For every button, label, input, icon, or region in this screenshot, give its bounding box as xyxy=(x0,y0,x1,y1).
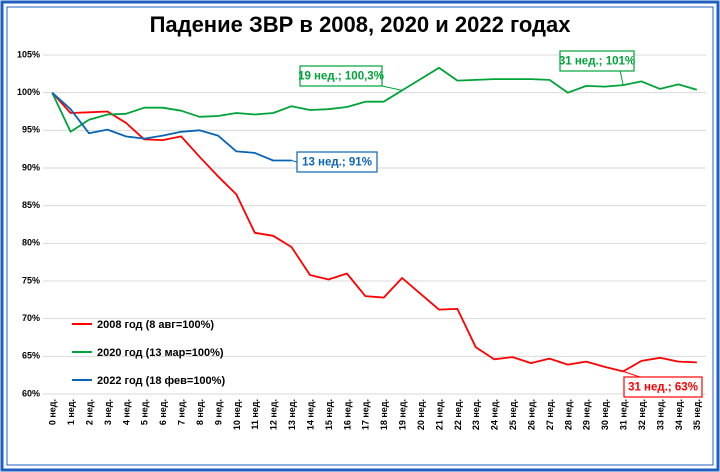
x-tick-label: 26 нед. xyxy=(526,399,536,430)
x-tick-label: 10 нед. xyxy=(232,399,242,430)
x-tick-label: 7 нед. xyxy=(177,399,187,425)
x-tick-label: 4 нед. xyxy=(121,399,131,425)
annotation: 31 нед.; 101% xyxy=(559,56,635,68)
x-tick-label: 9 нед. xyxy=(213,399,223,425)
x-tick-label: 16 нед. xyxy=(342,399,352,430)
annotation-box xyxy=(296,151,378,173)
chart-title: Падение ЗВР в 2008, 2020 и 2022 годах xyxy=(150,12,572,37)
x-tick-label: 22 нед. xyxy=(453,399,463,430)
x-tick-label: 23 нед. xyxy=(471,399,481,430)
y-tick-label: 80% xyxy=(22,238,40,248)
x-tick-label: 1 нед. xyxy=(66,399,76,425)
legend-label: 2022 год (18 фев=100%) xyxy=(97,375,225,387)
x-tick-label: 32 нед. xyxy=(637,399,647,430)
x-tick-label: 33 нед. xyxy=(655,399,665,430)
x-tick-label: 5 нед. xyxy=(140,399,150,425)
x-tick-label: 35 нед. xyxy=(692,399,702,430)
y-tick-label: 75% xyxy=(22,275,40,285)
x-tick-label: 27 нед. xyxy=(545,399,555,430)
y-tick-label: 85% xyxy=(22,200,40,210)
x-tick-label: 8 нед. xyxy=(195,399,205,425)
x-tick-label: 12 нед. xyxy=(269,399,279,430)
y-tick-label: 95% xyxy=(22,125,40,135)
annotation: 13 нед.; 91% xyxy=(302,157,372,169)
annotation-leader xyxy=(619,69,624,86)
annotation-box xyxy=(299,65,383,87)
x-tick-label: 19 нед. xyxy=(398,399,408,430)
annotation-leader xyxy=(622,370,641,378)
x-tick-label: 14 нед. xyxy=(305,399,315,430)
annotation: 31 нед.; 63% xyxy=(628,382,698,394)
annotation-leader xyxy=(291,159,298,163)
x-tick-label: 28 нед. xyxy=(563,399,573,430)
x-tick-label: 21 нед. xyxy=(434,399,444,430)
x-tick-label: 30 нед. xyxy=(600,399,610,430)
x-tick-label: 34 нед. xyxy=(674,399,684,430)
x-tick-label: 31 нед. xyxy=(619,399,629,430)
annotation-box xyxy=(623,376,703,398)
x-tick-label: 25 нед. xyxy=(508,399,518,430)
x-tick-label: 15 нед. xyxy=(324,399,334,430)
x-tick-label: 29 нед. xyxy=(582,399,592,430)
x-tick-label: 13 нед. xyxy=(287,399,297,430)
series-line xyxy=(51,92,292,162)
frame-inner xyxy=(6,6,714,466)
x-tick-label: 3 нед. xyxy=(103,399,113,425)
x-tick-label: 20 нед. xyxy=(416,399,426,430)
y-tick-label: 100% xyxy=(17,87,40,97)
legend-label: 2008 год (8 авг=100%) xyxy=(97,319,214,331)
y-tick-label: 90% xyxy=(22,162,40,172)
y-tick-label: 65% xyxy=(22,351,40,361)
annotation: 19 нед.; 100,3% xyxy=(298,71,384,83)
series-line xyxy=(51,66,698,133)
series-line xyxy=(51,92,697,373)
x-tick-label: 17 нед. xyxy=(361,399,371,430)
y-tick-label: 105% xyxy=(17,49,40,59)
y-tick-label: 70% xyxy=(22,313,40,323)
y-tick-label: 60% xyxy=(22,388,40,398)
x-tick-label: 11 нед. xyxy=(250,399,260,430)
x-tick-label: 6 нед. xyxy=(158,399,168,425)
x-tick-label: 0 нед. xyxy=(48,399,58,425)
annotation-box xyxy=(559,50,635,72)
annotation-leader xyxy=(381,85,403,91)
legend-label: 2020 год (13 мар=100%) xyxy=(97,347,224,359)
x-tick-label: 24 нед. xyxy=(490,399,500,430)
x-tick-label: 18 нед. xyxy=(379,399,389,430)
x-tick-label: 2 нед. xyxy=(84,399,94,425)
